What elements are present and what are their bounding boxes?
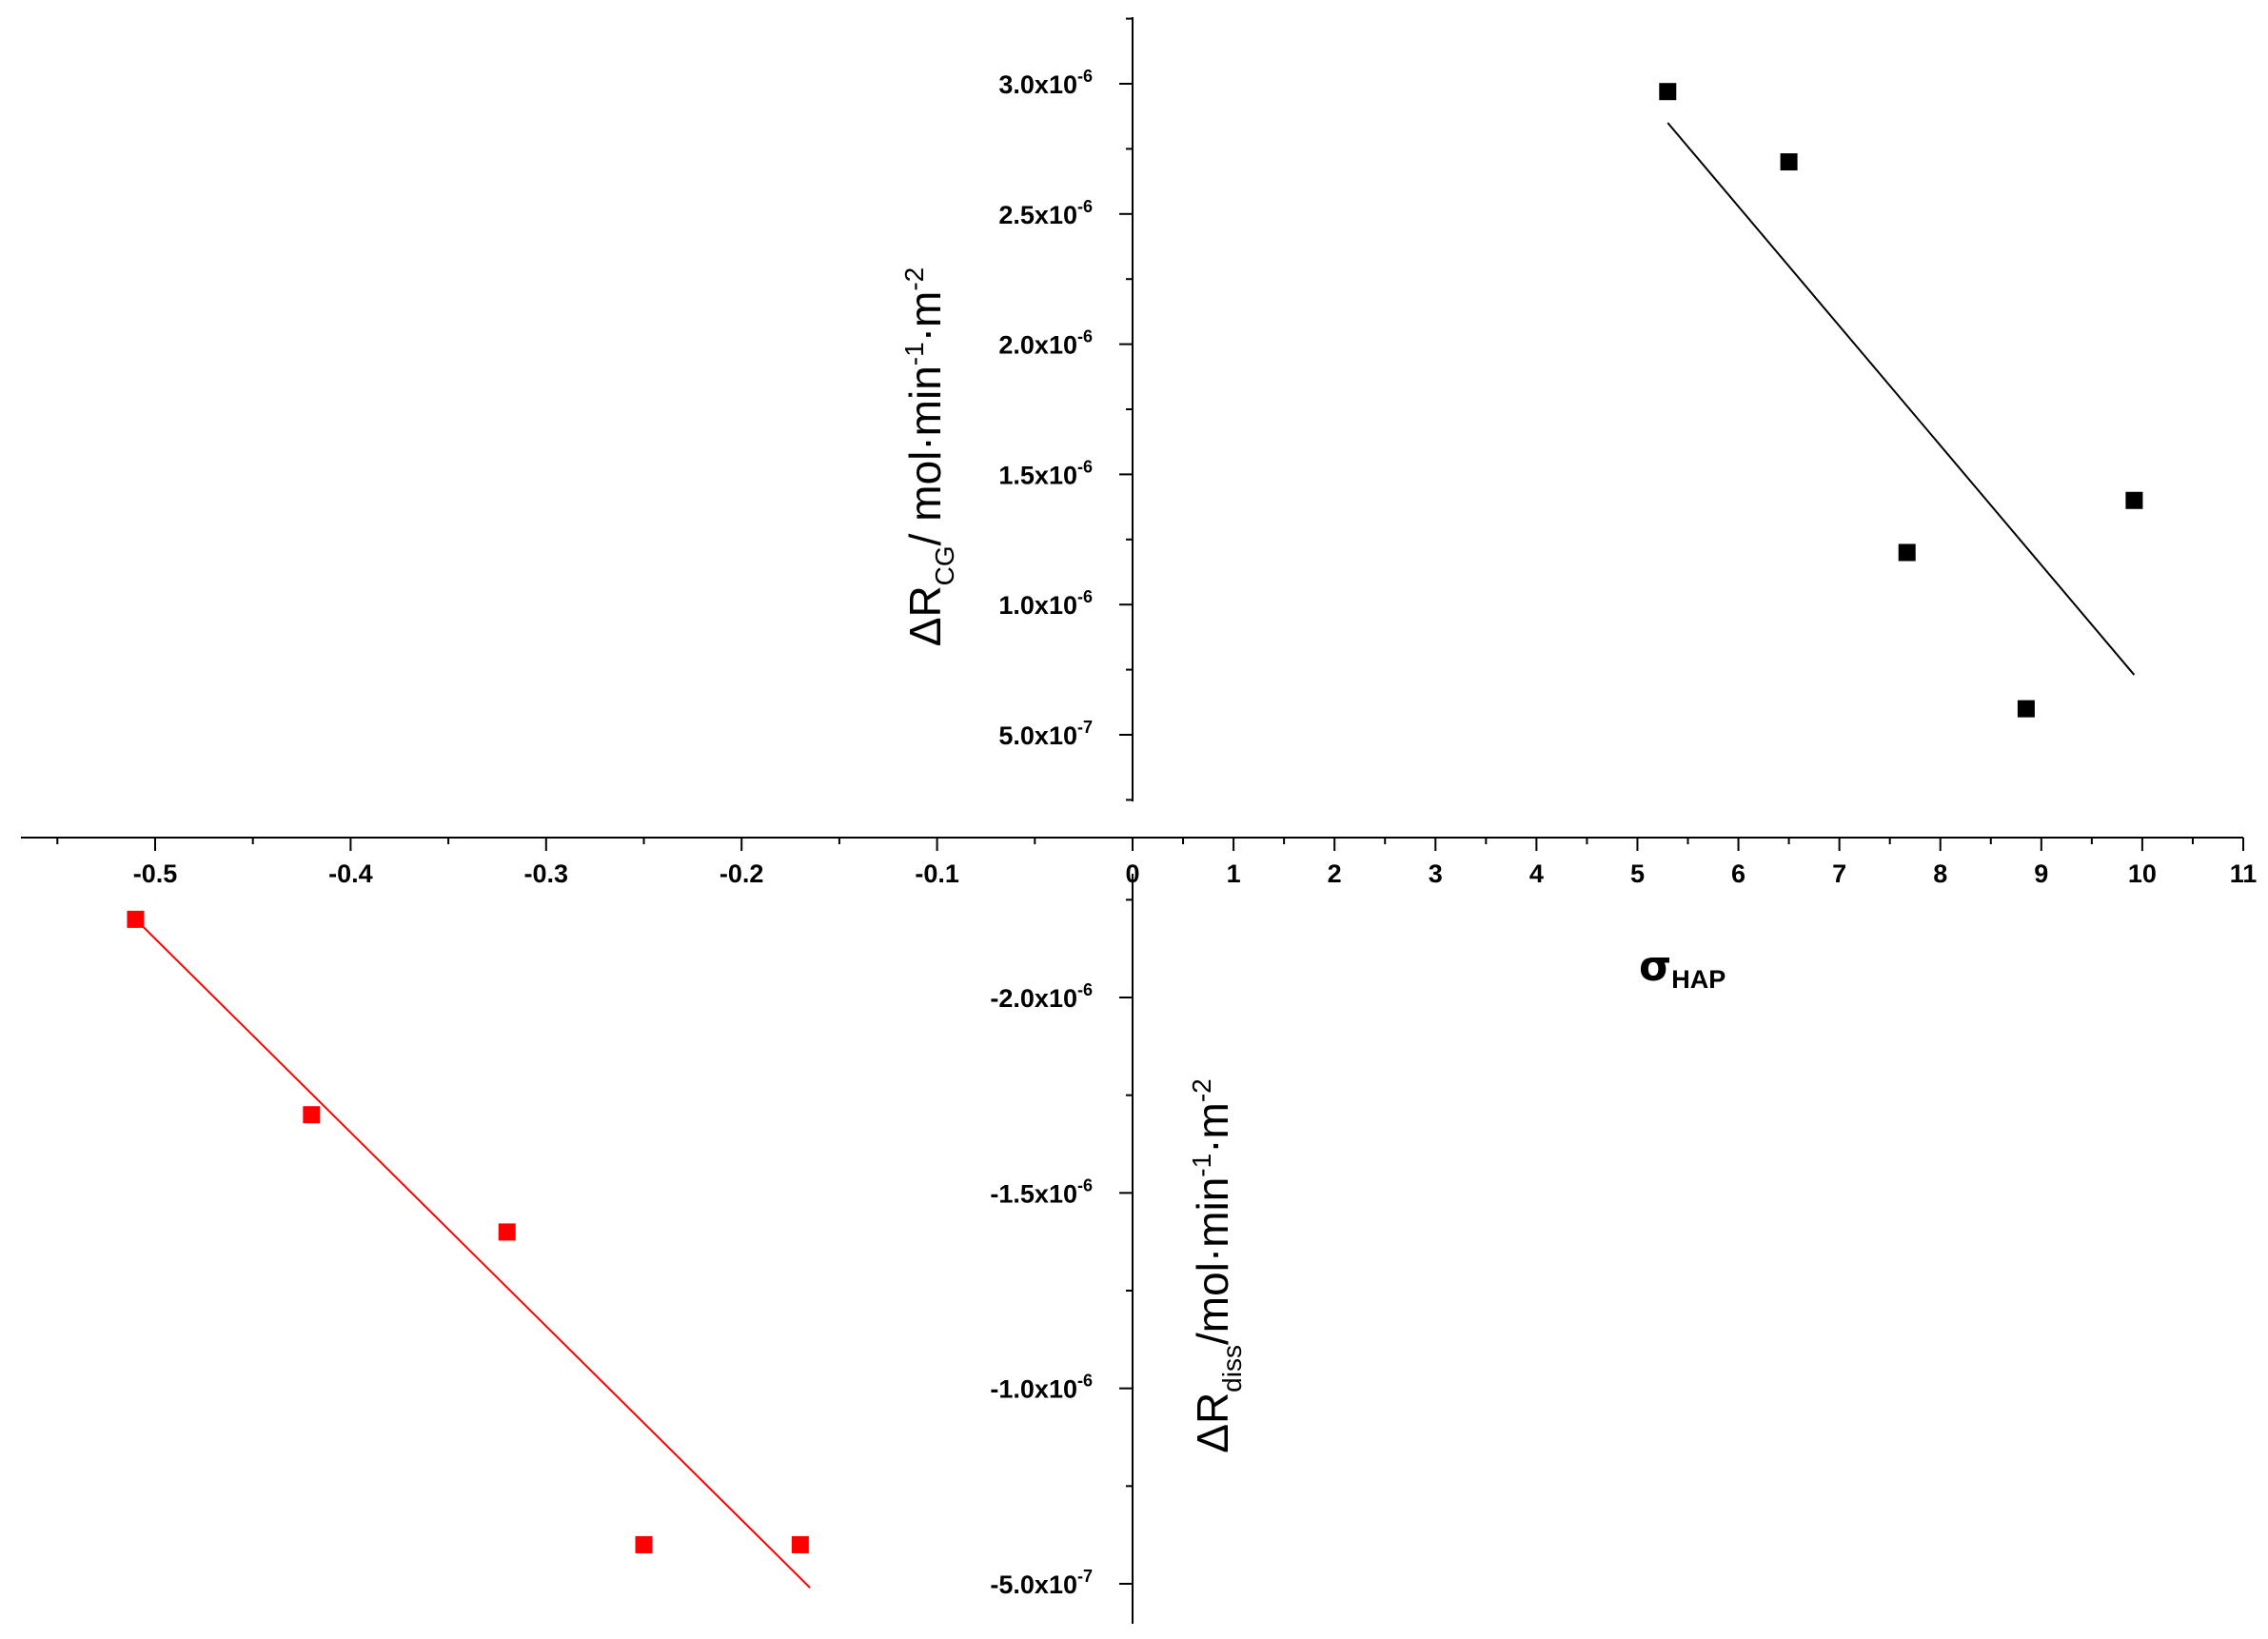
fit-line-dissolution — [134, 918, 811, 1589]
data-point-dissolution — [127, 910, 145, 928]
x-tick-label: 11 — [2230, 859, 2258, 888]
data-point-dissolution — [791, 1535, 809, 1553]
y-tick-label: 2.5x10-6 — [998, 197, 1093, 229]
y-tick-label: -1.0x10-6 — [990, 1372, 1093, 1404]
data-point-dissolution — [635, 1535, 653, 1553]
x-tick-label: -0.2 — [720, 859, 764, 888]
x-tick-label: 9 — [2034, 859, 2048, 888]
axes — [21, 17, 2243, 1624]
x-tick-label: 1 — [1227, 859, 1241, 888]
x-tick-label: -0.3 — [524, 859, 569, 888]
x-tick-label: 5 — [1630, 859, 1645, 888]
data-point-dissolution — [303, 1106, 321, 1124]
x-tick-label: -0.1 — [915, 859, 959, 888]
y-tick-label: -2.0x10-6 — [990, 980, 1093, 1013]
x-tick-label: 7 — [1832, 859, 1846, 888]
data-points — [127, 83, 2143, 1553]
x-tick-label: 4 — [1529, 859, 1544, 888]
fit-lines — [134, 122, 2136, 1589]
y-tick-label: 1.0x10-6 — [998, 587, 1093, 620]
data-point-dissolution — [498, 1223, 516, 1241]
data-point-growth — [1659, 83, 1677, 101]
data-point-growth — [2125, 491, 2143, 509]
x-axis-title: σHAP — [1639, 942, 1726, 994]
y-tick-label: 3.0x10-6 — [998, 67, 1093, 99]
y-tick-label: -5.0x10-7 — [990, 1567, 1093, 1599]
data-point-growth — [1780, 153, 1798, 171]
x-tick-label: 2 — [1328, 859, 1342, 888]
y-tick-label: 2.0x10-6 — [998, 327, 1093, 360]
x-tick-label: 8 — [1933, 859, 1947, 888]
lower-y-axis-title: ΔRdiss/mol·min-1·m-2 — [1187, 1078, 1247, 1453]
tick-labels: 0 1 2 3 4 5 6 7 8 9 10 11 -0.5 -0.4 -0.3 -0.2 -0.1 5.0x10… — [133, 67, 2258, 1599]
x-tick-label: 6 — [1731, 859, 1745, 888]
x-tick-label: 3 — [1429, 859, 1443, 888]
upper-y-axis-title: ΔRCG/ mol·min-1·m-2 — [899, 267, 959, 647]
data-point-growth — [2017, 700, 2035, 718]
y-tick-label: 5.0x10-7 — [998, 718, 1093, 750]
axis-titles: ΔRCG/ mol·min-1·m-2 ΔRdiss/mol·min-1·m-2 σ… — [899, 267, 1726, 1453]
x-tick-label: -0.4 — [328, 859, 373, 888]
data-point-growth — [1898, 543, 1916, 562]
x-tick-label: 10 — [2128, 859, 2157, 888]
x-tick-label: -0.5 — [133, 859, 178, 888]
fit-line-growth — [1666, 122, 2136, 676]
ticks — [56, 17, 2244, 1585]
y-tick-label: 1.5x10-6 — [998, 457, 1093, 489]
y-tick-label: -1.5x10-6 — [990, 1175, 1093, 1208]
x-tick-label: 0 — [1125, 859, 1139, 888]
